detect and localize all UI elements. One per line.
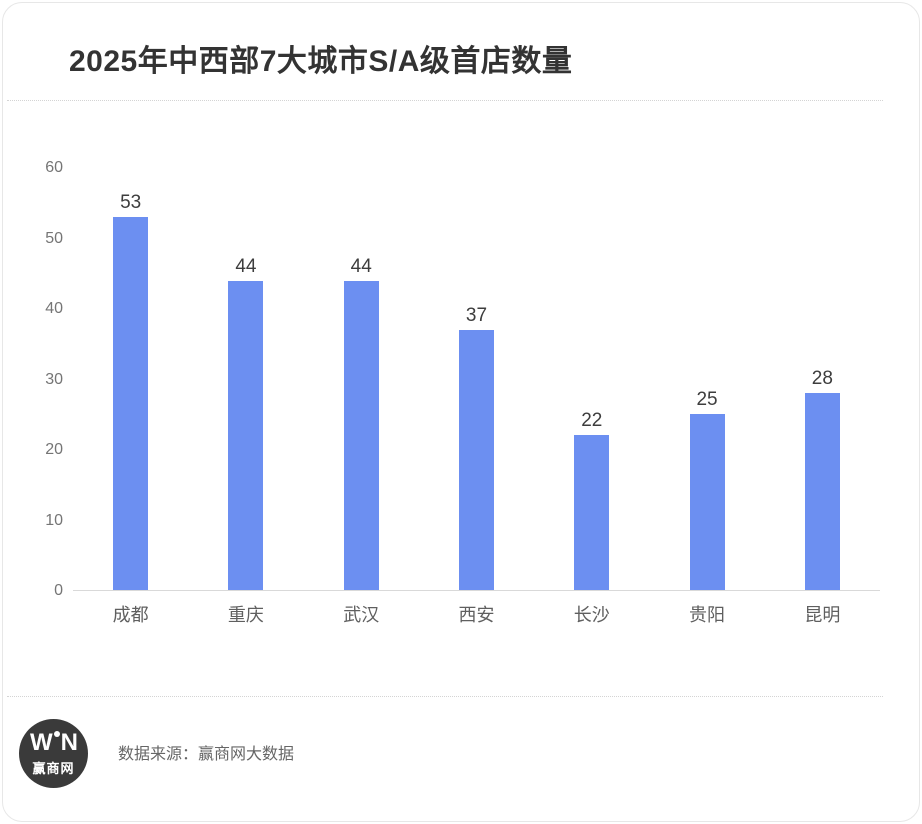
bar — [574, 435, 610, 590]
y-tick-label: 50 — [45, 229, 63, 247]
bar-group: 25 — [649, 168, 764, 590]
bar-value-label: 37 — [465, 304, 488, 326]
bar-value-label: 44 — [235, 255, 257, 277]
chart-title: 2025年中西部7大城市S/A级首店数量 — [69, 45, 573, 78]
x-axis: 成都 重庆 武汉 西安 长沙 贵阳 昆明 — [73, 604, 880, 626]
logo-letter-n: N — [60, 728, 78, 756]
x-tick-label: 昆明 — [804, 605, 841, 625]
logo-dot-icon — [53, 730, 60, 737]
x-tick-label: 武汉 — [343, 605, 380, 625]
title-divider — [7, 100, 883, 101]
y-tick-label: 20 — [45, 441, 63, 459]
logo-wn-text: W N — [30, 728, 78, 756]
winshang-logo-icon: W N 赢商网 — [19, 719, 88, 788]
bar-value-label: 53 — [120, 192, 142, 214]
logo-letter-w: W — [30, 728, 53, 756]
y-axis: 0 10 20 30 40 50 60 — [3, 160, 63, 599]
x-tick-label: 贵阳 — [689, 605, 726, 625]
y-tick-label: 30 — [45, 370, 63, 388]
bar — [343, 280, 379, 590]
x-tick-label: 长沙 — [573, 605, 610, 625]
bar-value-label: 28 — [811, 368, 833, 390]
bar-series: 53 44 44 37 22 25 28 — [73, 168, 880, 590]
bar — [228, 280, 264, 590]
y-tick-label: 0 — [54, 582, 63, 599]
footer-divider — [7, 696, 883, 697]
x-tick-label: 成都 — [112, 605, 149, 625]
bar-group: 37 — [419, 168, 534, 590]
bar-group: 28 — [765, 168, 880, 590]
y-tick-label: 10 — [45, 511, 63, 529]
bar-value-label: 25 — [696, 389, 718, 411]
x-tick-label: 西安 — [458, 605, 495, 625]
plot-area: 53 44 44 37 22 25 28 — [73, 168, 880, 591]
bar-group: 44 — [304, 168, 419, 590]
y-tick-label: 60 — [45, 159, 63, 176]
y-tick-label: 40 — [45, 300, 63, 318]
bar-value-label: 44 — [350, 255, 372, 277]
bar — [458, 329, 494, 590]
bar-group: 22 — [534, 168, 649, 590]
x-tick-label: 重庆 — [227, 605, 264, 625]
bar — [804, 393, 840, 590]
bar — [689, 414, 725, 590]
data-source-label: 数据来源：赢商网大数据 — [118, 746, 295, 763]
bar-value-label: 22 — [581, 410, 603, 432]
bar-group: 44 — [188, 168, 303, 590]
logo-cn-text: 赢商网 — [32, 760, 75, 776]
bar — [113, 217, 149, 590]
bar-group: 53 — [73, 168, 188, 590]
